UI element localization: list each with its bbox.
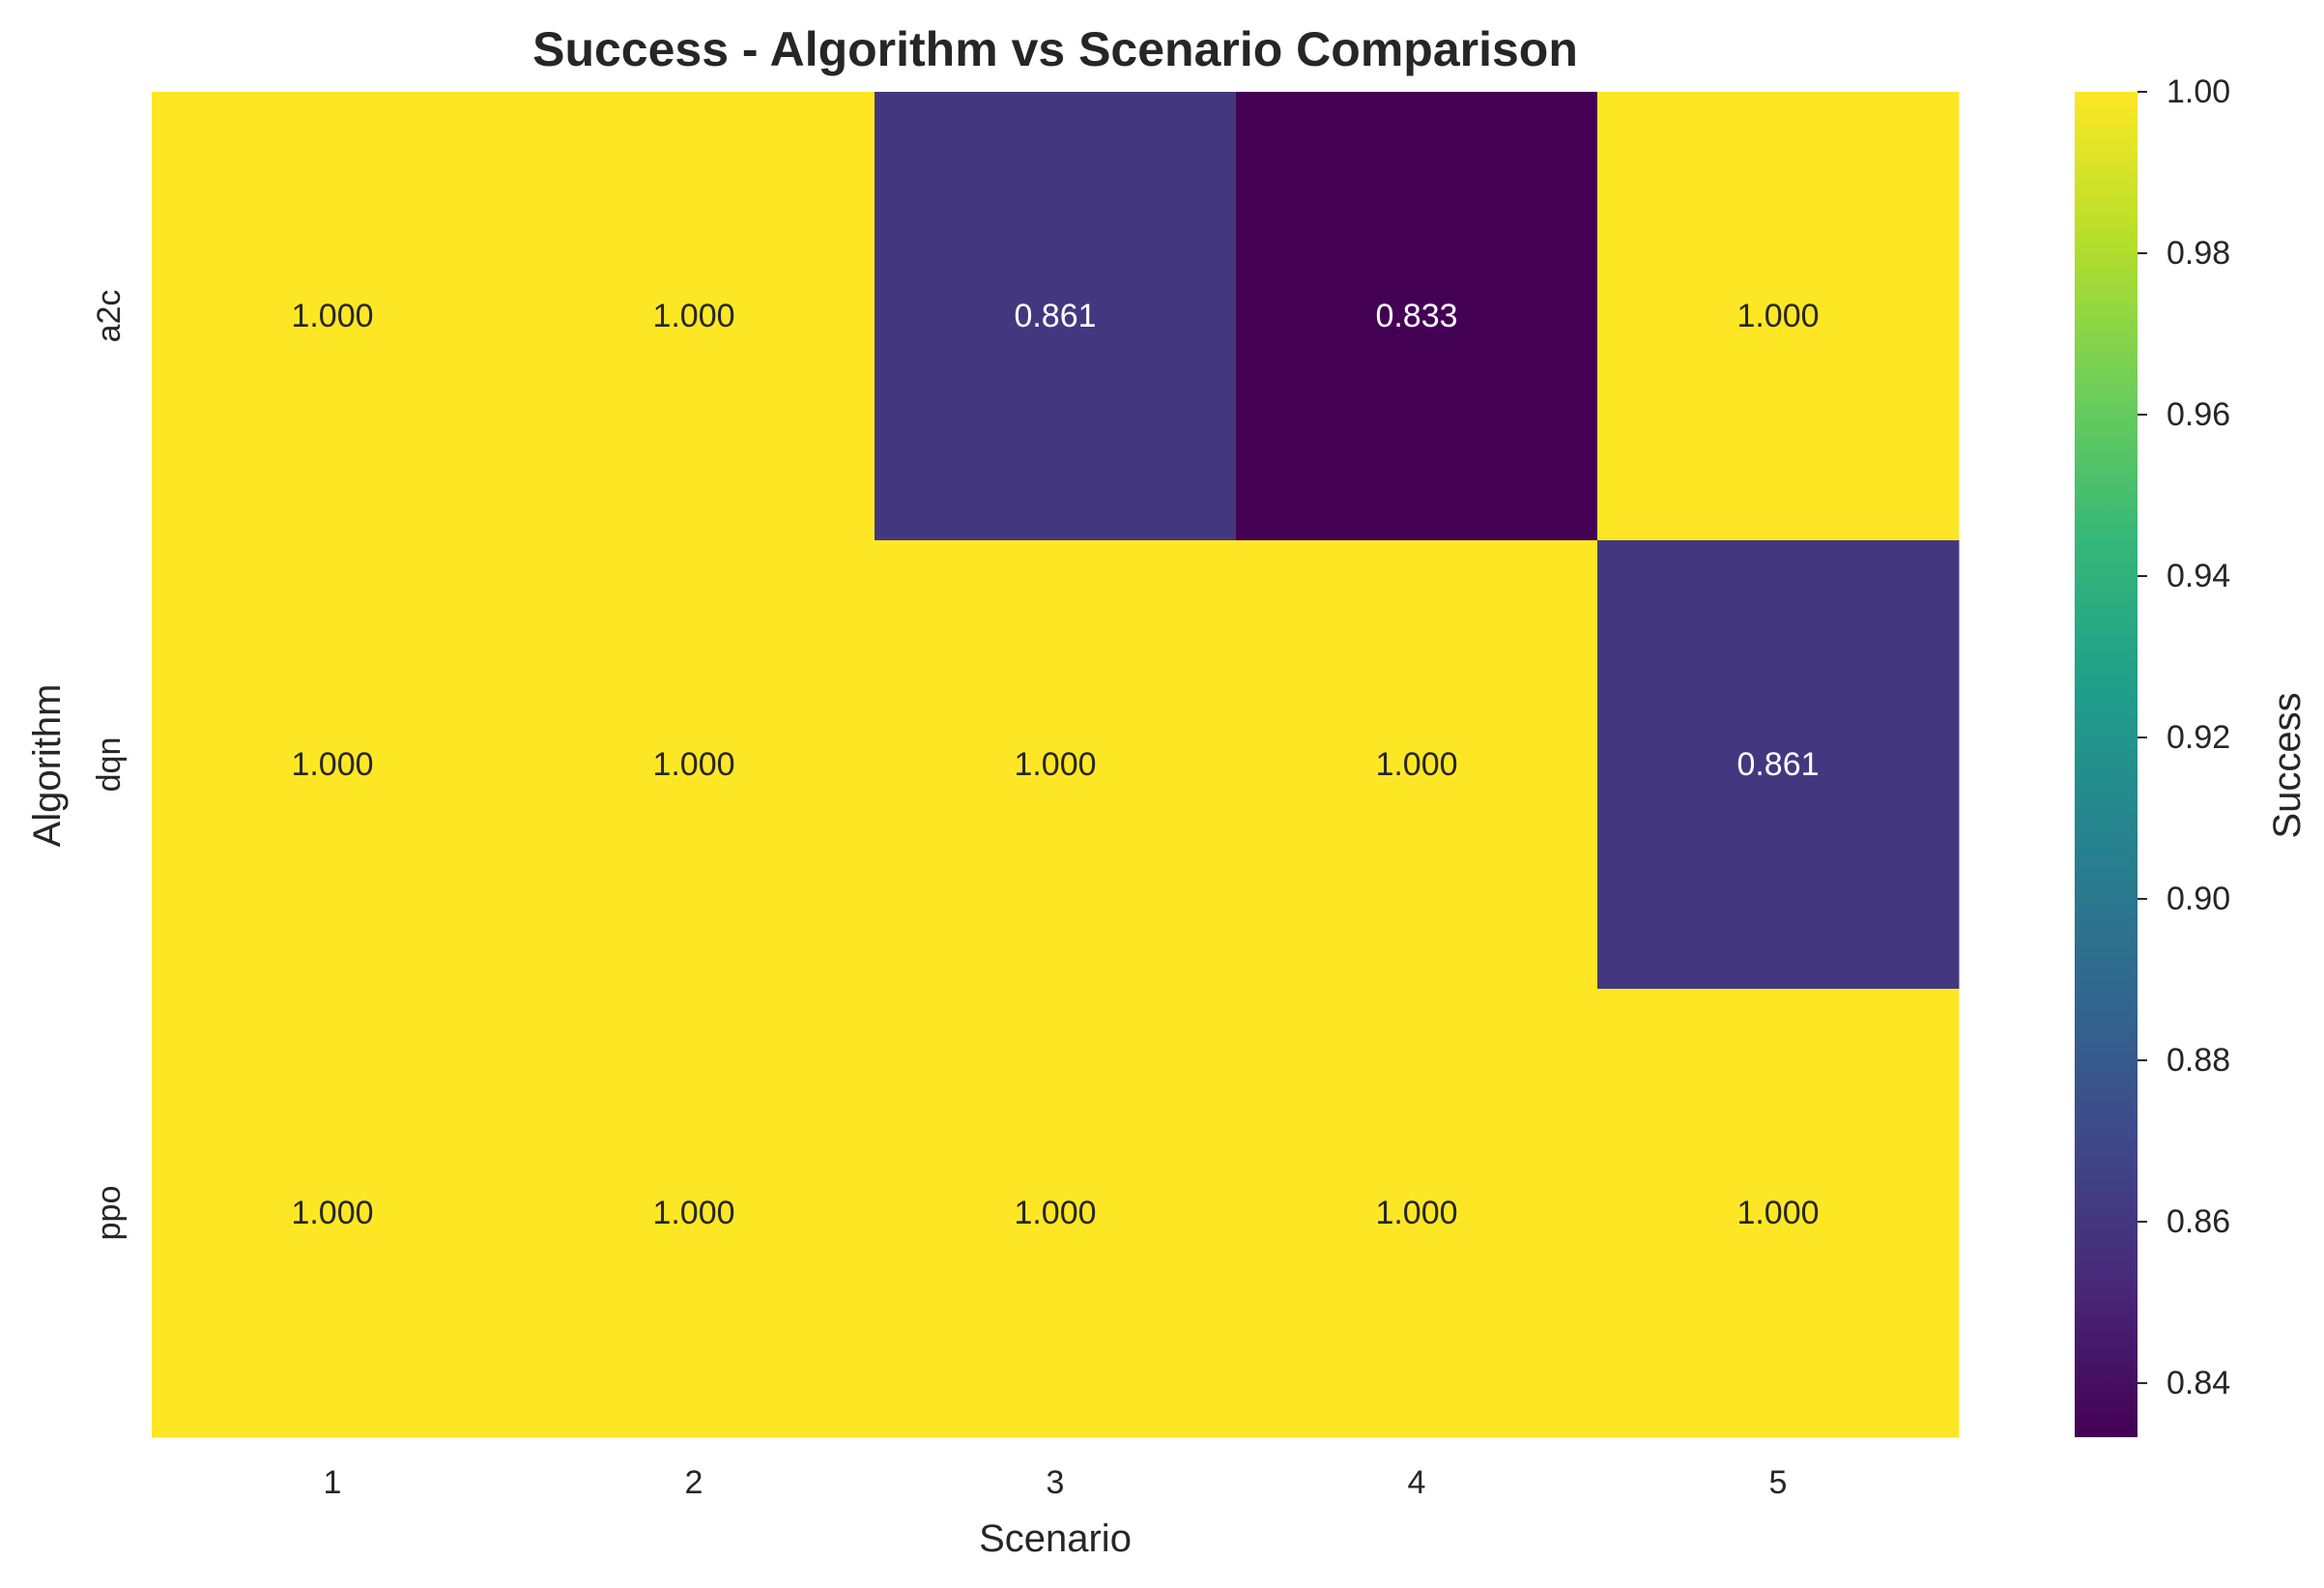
heatmap-cell xyxy=(875,540,1237,990)
cell-value-label: 1.000 xyxy=(1014,746,1096,783)
colorbar-tick-label: 0.94 xyxy=(2166,558,2230,594)
cell-value-label: 1.000 xyxy=(652,1195,734,1231)
x-tick-label: 5 xyxy=(1769,1464,1788,1501)
heatmap-cells xyxy=(152,92,1960,1438)
cell-value-label: 1.000 xyxy=(1736,298,1819,334)
heatmap-cell xyxy=(152,92,514,541)
cell-value-label: 1.000 xyxy=(291,1195,373,1231)
colorbar-tick-label: 0.88 xyxy=(2166,1042,2230,1079)
colorbar-tick-label: 0.84 xyxy=(2166,1365,2230,1401)
colorbar-label: Success xyxy=(2266,692,2309,838)
heatmap-cell xyxy=(152,989,514,1438)
y-axis-label: Algorithm xyxy=(26,684,69,848)
heatmap-cell xyxy=(1236,989,1598,1438)
cell-value-label: 1.000 xyxy=(1014,1195,1096,1231)
heatmap-cell-labels: 1.000 1.000 0.861 0.833 1.000 1.000 1.000 1.000… xyxy=(291,298,1819,1231)
y-tick-label: a2c xyxy=(91,290,128,343)
cell-value-label: 1.000 xyxy=(1375,1195,1457,1231)
cell-value-label: 1.000 xyxy=(291,746,373,783)
cell-value-label: 1.000 xyxy=(652,746,734,783)
heatmap-cell xyxy=(1597,540,1960,990)
x-tick-label: 1 xyxy=(324,1464,342,1501)
heatmap-cell xyxy=(513,92,875,541)
colorbar-tick-label: 0.86 xyxy=(2166,1203,2230,1240)
cell-value-label: 0.833 xyxy=(1375,298,1457,334)
cell-value-label: 0.861 xyxy=(1736,746,1819,783)
colorbar-tick-label: 0.92 xyxy=(2166,719,2230,756)
cell-value-label: 1.000 xyxy=(1736,1195,1819,1231)
x-tick-label: 2 xyxy=(685,1464,703,1501)
x-tick-label: 3 xyxy=(1047,1464,1065,1501)
heatmap-cell xyxy=(152,540,514,990)
heatmap-cell xyxy=(513,540,875,990)
colorbar-ticks: 0.84 0.86 0.88 0.90 0.92 0.94 0.96 0.98 1.00 xyxy=(2138,73,2230,1401)
heatmap-cell xyxy=(1236,92,1598,541)
heatmap-cell xyxy=(1236,540,1598,990)
x-tick-label: 4 xyxy=(1408,1464,1426,1501)
heatmap-cell xyxy=(513,989,875,1438)
y-tick-label: ppo xyxy=(91,1186,128,1241)
colorbar-tick-label: 0.98 xyxy=(2166,235,2230,272)
y-axis-ticks: a2c dqn ppo xyxy=(91,290,128,1241)
heatmap-cell xyxy=(1597,92,1960,541)
cell-value-label: 1.000 xyxy=(291,298,373,334)
cell-value-label: 0.861 xyxy=(1014,298,1096,334)
heatmap-cell xyxy=(875,92,1237,541)
cell-value-label: 1.000 xyxy=(1375,746,1457,783)
colorbar xyxy=(2075,92,2138,1437)
heatmap-cell xyxy=(1597,989,1960,1438)
chart-title: Success - Algorithm vs Scenario Comparis… xyxy=(532,22,1578,76)
x-axis-ticks: 1 2 3 4 5 xyxy=(324,1464,1788,1501)
colorbar-tick-label: 1.00 xyxy=(2166,73,2230,110)
cell-value-label: 1.000 xyxy=(652,298,734,334)
colorbar-tick-label: 0.96 xyxy=(2166,396,2230,433)
colorbar-tick-label: 0.90 xyxy=(2166,881,2230,917)
heatmap-cell xyxy=(875,989,1237,1438)
y-tick-label: dqn xyxy=(91,737,128,793)
x-axis-label: Scenario xyxy=(979,1517,1132,1560)
